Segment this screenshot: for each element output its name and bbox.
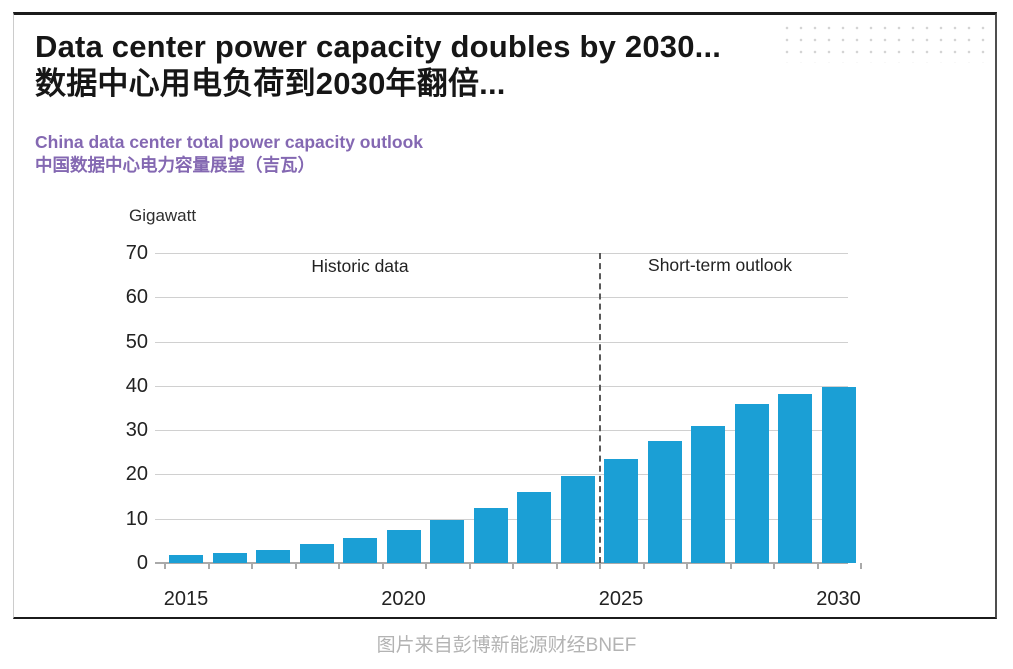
- x-tick-label-2030: 2030: [816, 588, 861, 610]
- y-gridline-20: [155, 474, 848, 476]
- dot-pattern-decoration: [777, 19, 989, 63]
- chart-subtitle-en: China data center total power capacity o…: [35, 132, 423, 152]
- x-tick-label-2015: 2015: [163, 588, 209, 610]
- x-axis-tick: [642, 563, 645, 569]
- y-gridline-70: [155, 253, 848, 254]
- x-axis-tick: [381, 563, 384, 569]
- y-gridline-50: [155, 341, 848, 343]
- bar-2022: [473, 508, 508, 563]
- y-tick-label-60: 60: [125, 286, 148, 309]
- y-axis-unit-label: Gigawatt: [129, 206, 197, 225]
- y-tick-label-0: 0: [136, 552, 148, 574]
- y-tick-label-70: 70: [125, 242, 148, 264]
- bar-2029: [778, 393, 812, 563]
- x-axis-tick: [164, 563, 167, 569]
- annotation-historic-data: Historic data: [311, 256, 409, 276]
- x-axis-tick: [251, 563, 254, 569]
- x-axis-tick: [207, 563, 210, 569]
- x-axis-tick: [773, 563, 776, 569]
- bar-2018: [299, 544, 334, 563]
- y-tick-label-10: 10: [125, 507, 148, 530]
- chart-subtitle: China data center total power capacity o…: [35, 131, 423, 177]
- x-axis-tick: [686, 563, 689, 569]
- y-gridline-40: [155, 385, 848, 387]
- bar-2023: [517, 492, 551, 563]
- x-axis-tick: [860, 563, 863, 569]
- chart-title: Data center power capacity doubles by 20…: [35, 28, 721, 102]
- bar-2028: [734, 404, 769, 563]
- y-tick-label-50: 50: [125, 330, 148, 353]
- bar-2025: [604, 458, 638, 563]
- bar-2019: [343, 537, 377, 563]
- bar-2021: [430, 520, 464, 563]
- x-tick-label-2025: 2025: [598, 588, 644, 610]
- x-axis-tick: [555, 563, 558, 569]
- x-axis-tick: [468, 563, 471, 569]
- x-axis-tick: [599, 563, 602, 569]
- x-tick-label-2020: 2020: [381, 588, 426, 610]
- source-caption: 图片来自彭博新能源财经BNEF: [376, 635, 637, 656]
- forecast-divider-line: [599, 253, 602, 563]
- y-tick-label-40: 40: [125, 374, 148, 397]
- x-axis-tick: [425, 563, 428, 569]
- bar-2016: [212, 552, 247, 563]
- bar-2027: [691, 425, 725, 563]
- y-tick-label-30: 30: [125, 419, 148, 442]
- bar-2020: [386, 530, 421, 563]
- x-axis-tick: [294, 563, 297, 569]
- y-gridline-60: [155, 297, 848, 299]
- y-tick-label-20: 20: [125, 463, 148, 486]
- x-axis-tick: [512, 563, 515, 569]
- annotation-short-term-outlook: Short-term outlook: [648, 255, 792, 275]
- bar-2026: [647, 441, 682, 563]
- bar-2017: [256, 549, 290, 563]
- y-gridline-30: [155, 430, 848, 432]
- x-axis-tick: [816, 563, 819, 569]
- x-axis-tick: [338, 563, 341, 569]
- chart-subtitle-cn: 中国数据中心电力容量展望（吉瓦）: [35, 155, 315, 175]
- x-axis-line: [155, 562, 848, 564]
- bar-2024: [560, 475, 595, 563]
- chart-card: Data center power capacity doubles by 20…: [13, 12, 997, 619]
- x-axis-tick: [729, 563, 732, 569]
- bar-chart-plot: Historic data Short-term outlook 0 10 20 30…: [14, 15, 995, 617]
- bar-2030: [821, 386, 856, 563]
- chart-title-en: Data center power capacity doubles by 20…: [35, 29, 722, 64]
- bar-2015: [169, 555, 203, 563]
- chart-title-cn: 数据中心用电负荷到2030年翻倍...: [35, 66, 506, 101]
